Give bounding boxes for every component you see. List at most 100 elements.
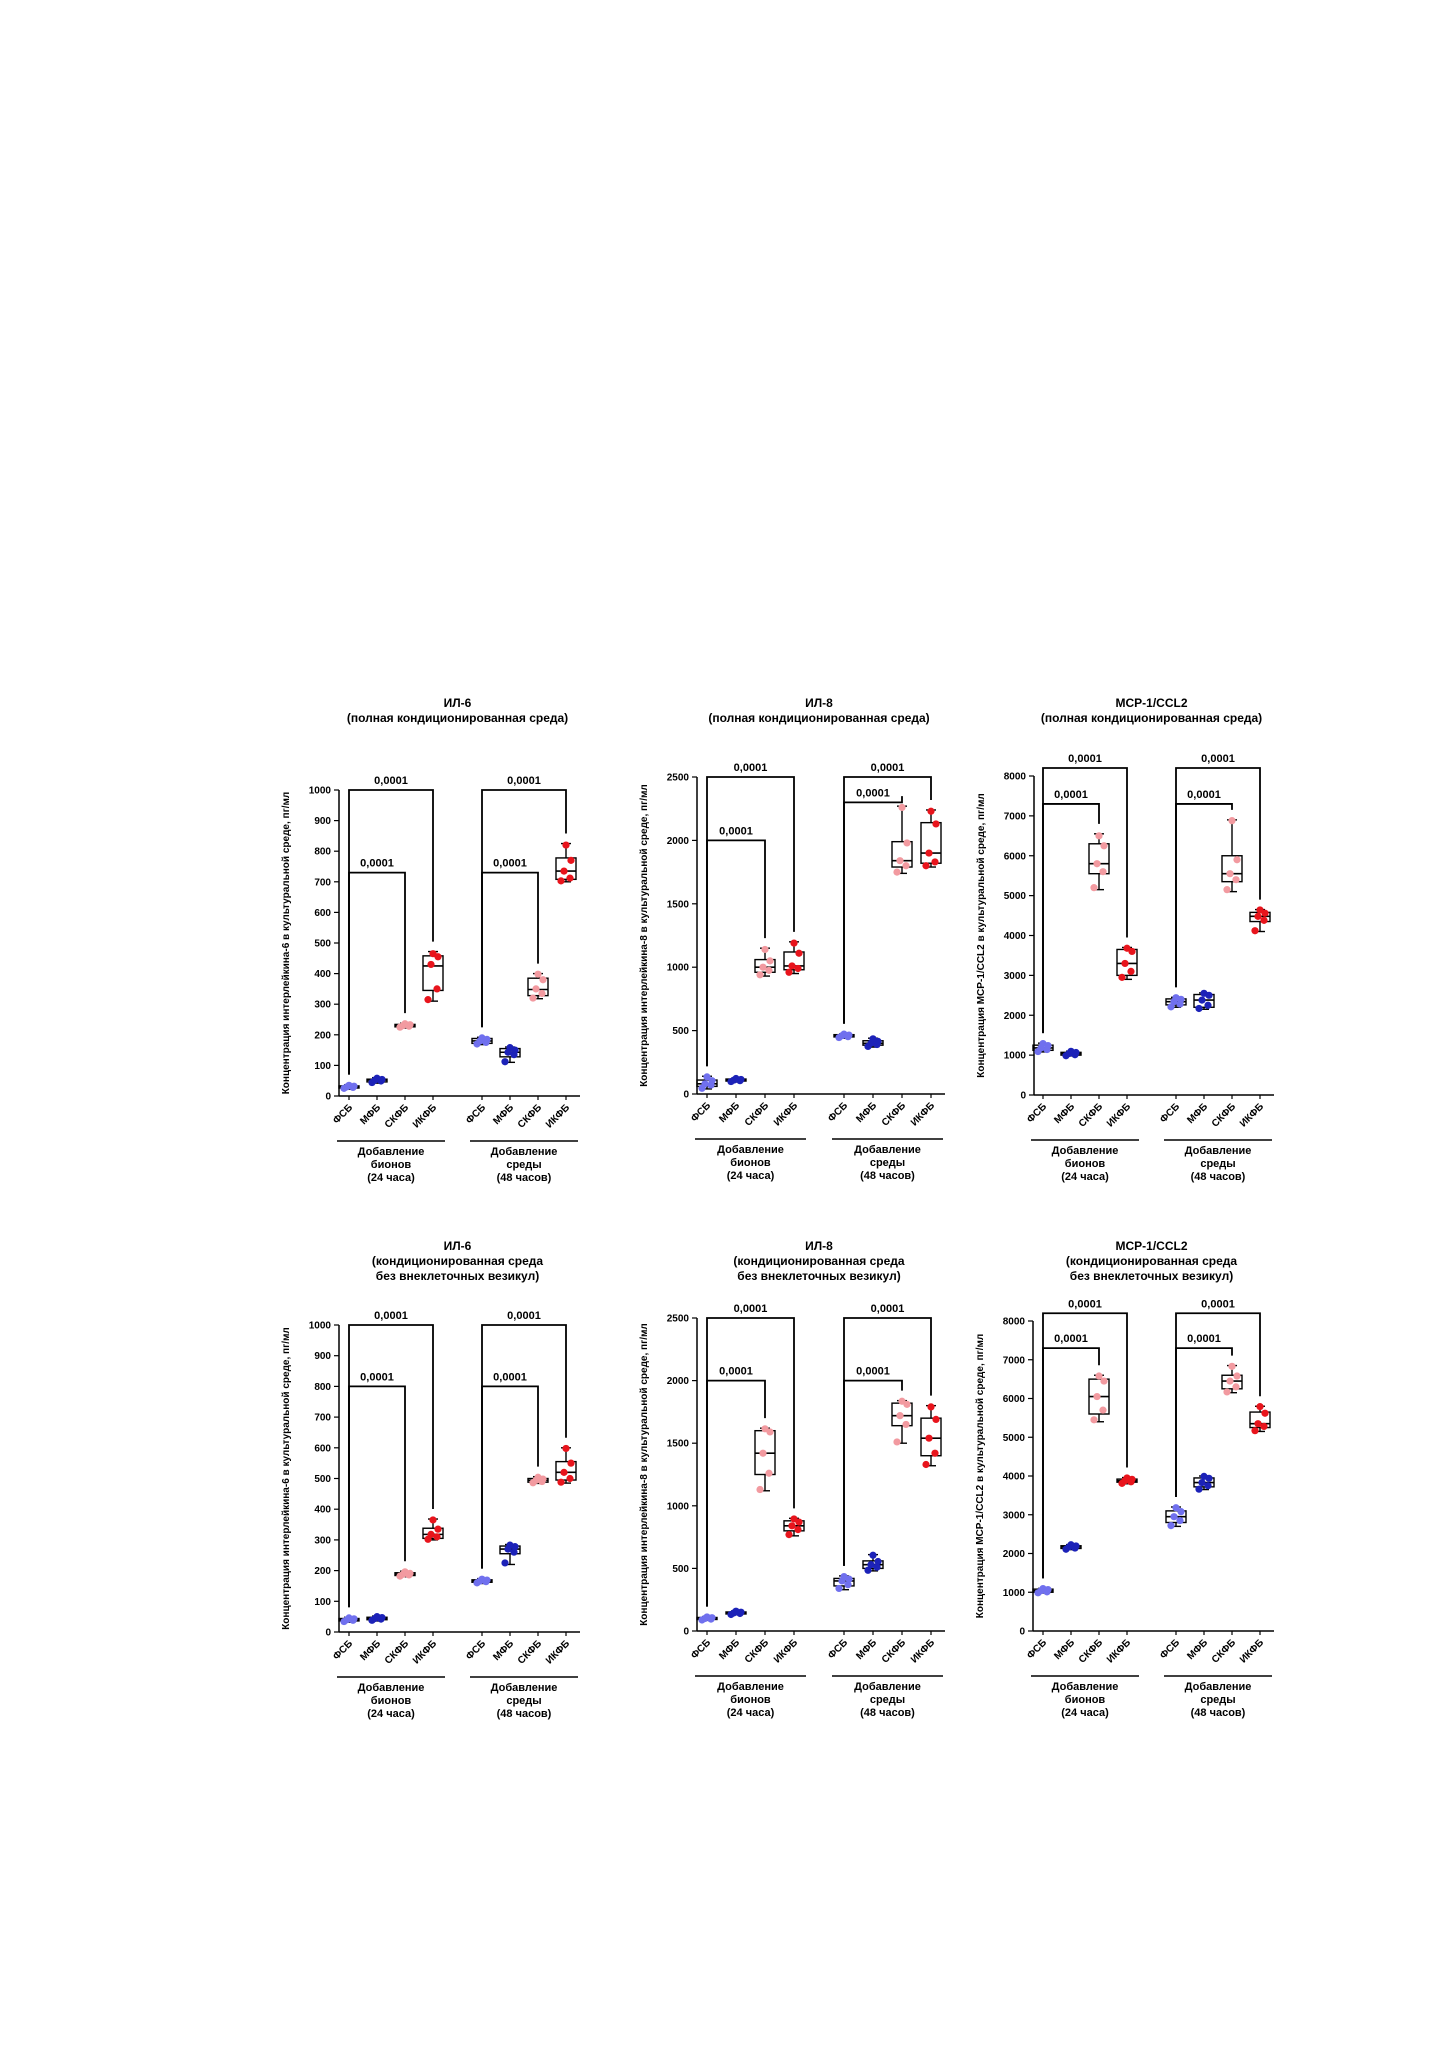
- data-point: [708, 1077, 716, 1085]
- data-point: [1200, 989, 1208, 997]
- data-point: [703, 1613, 711, 1621]
- box: [920, 1417, 942, 1457]
- significance-bracket: [481, 1385, 539, 1569]
- data-point: [506, 1044, 514, 1052]
- data-point: [1261, 1409, 1269, 1417]
- significance-bracket: [1042, 1312, 1128, 1579]
- group-label: Добавление: [1052, 1681, 1119, 1693]
- data-point: [1232, 876, 1240, 884]
- data-point: [867, 1561, 875, 1569]
- group-label: бионов: [730, 1157, 771, 1169]
- data-point: [1123, 944, 1131, 952]
- group-label: Добавление: [358, 1682, 425, 1694]
- data-point: [373, 1074, 381, 1082]
- category-label: МФБ: [717, 1637, 742, 1662]
- y-tick-label: 700: [314, 877, 331, 888]
- category-label: ФСБ: [689, 1637, 713, 1661]
- y-tick-label: 3000: [1004, 971, 1027, 982]
- data-point: [567, 1459, 575, 1467]
- data-point: [510, 1548, 518, 1556]
- data-point: [534, 970, 542, 978]
- box: [1221, 1374, 1243, 1390]
- y-tick-label: 500: [314, 939, 331, 950]
- data-point: [1176, 1516, 1184, 1525]
- category-label: ИКФБ: [772, 1637, 800, 1665]
- data-point: [1233, 1372, 1241, 1380]
- chart-title: ИЛ-8: [805, 1239, 833, 1253]
- data-point: [566, 1474, 574, 1483]
- p-value-label: 0,0001: [507, 775, 541, 787]
- category-label: СКФБ: [1210, 1101, 1238, 1129]
- data-point: [925, 1434, 933, 1442]
- category-label: ИКФБ: [411, 1638, 439, 1666]
- category-label: ФСБ: [1158, 1637, 1182, 1661]
- category-label: ИКФБ: [909, 1637, 937, 1665]
- data-point: [1099, 1406, 1107, 1414]
- category-label: МФБ: [717, 1100, 742, 1125]
- y-tick-label: 2500: [667, 1314, 690, 1325]
- group-label: Добавление: [1052, 1145, 1119, 1157]
- significance-bracket: [348, 1385, 406, 1608]
- group-label: Добавление: [854, 1144, 921, 1156]
- p-value-label: 0,0001: [871, 1303, 905, 1315]
- category-label: ИКФБ: [1238, 1637, 1266, 1665]
- group-label: бионов: [1065, 1694, 1106, 1706]
- box: [1221, 855, 1243, 883]
- category-label: МФБ: [854, 1100, 879, 1125]
- group-label: среды: [1200, 1694, 1235, 1706]
- data-point: [840, 1572, 848, 1581]
- category-label: ИКФБ: [1105, 1637, 1133, 1665]
- group-label: (48 часов): [1191, 1707, 1246, 1719]
- group-label: Добавление: [491, 1146, 558, 1158]
- y-tick-label: 800: [314, 847, 331, 858]
- y-tick-label: 1000: [1003, 1588, 1026, 1599]
- y-tick-label: 300: [314, 1535, 331, 1546]
- y-tick-label: 900: [314, 816, 331, 827]
- data-point: [501, 1559, 509, 1567]
- data-point: [538, 989, 546, 998]
- data-point: [790, 1515, 798, 1523]
- data-point: [1195, 1485, 1203, 1493]
- box: [891, 840, 913, 868]
- data-point: [1095, 1372, 1103, 1380]
- data-point: [566, 874, 574, 882]
- group-label: (24 часа): [1061, 1707, 1109, 1719]
- data-point: [1260, 916, 1268, 924]
- data-point: [1228, 817, 1236, 825]
- category-label: СКФБ: [516, 1638, 544, 1666]
- chart-panel-1: ИЛ-6(полная кондиционированная среда) Кон…: [281, 696, 580, 1184]
- data-point: [840, 1030, 848, 1038]
- box: [1088, 843, 1110, 875]
- category-label: ФСБ: [826, 1637, 850, 1661]
- chart-title: (кондиционированная среда: [733, 1254, 904, 1268]
- data-point: [927, 1403, 935, 1411]
- y-tick-label: 500: [672, 1026, 689, 1037]
- group-label: (24 часа): [367, 1172, 415, 1184]
- data-point: [766, 957, 774, 965]
- data-point: [1251, 1427, 1259, 1435]
- y-tick-label: 5000: [1004, 891, 1027, 902]
- data-point: [478, 1034, 486, 1042]
- data-point: [732, 1607, 740, 1615]
- category-label: ФСБ: [464, 1102, 488, 1126]
- data-point: [874, 1557, 882, 1566]
- box: [422, 955, 444, 992]
- y-tick-label: 2000: [667, 1376, 690, 1387]
- data-point: [562, 1444, 570, 1453]
- data-point: [931, 858, 939, 866]
- data-point: [761, 1425, 769, 1433]
- group-label: Добавление: [491, 1682, 558, 1694]
- data-point: [1200, 1472, 1208, 1480]
- category-label: ИКФБ: [544, 1102, 572, 1130]
- y-tick-label: 100: [314, 1597, 331, 1608]
- y-tick-label: 0: [325, 1628, 331, 1639]
- data-point: [893, 868, 901, 876]
- data-point: [1228, 1362, 1236, 1370]
- data-point: [756, 971, 764, 979]
- group-label: (24 часа): [1061, 1171, 1109, 1183]
- data-point: [1233, 856, 1241, 864]
- p-value-label: 0,0001: [1187, 1333, 1221, 1345]
- significance-bracket: [348, 1324, 434, 1608]
- data-point: [532, 985, 540, 993]
